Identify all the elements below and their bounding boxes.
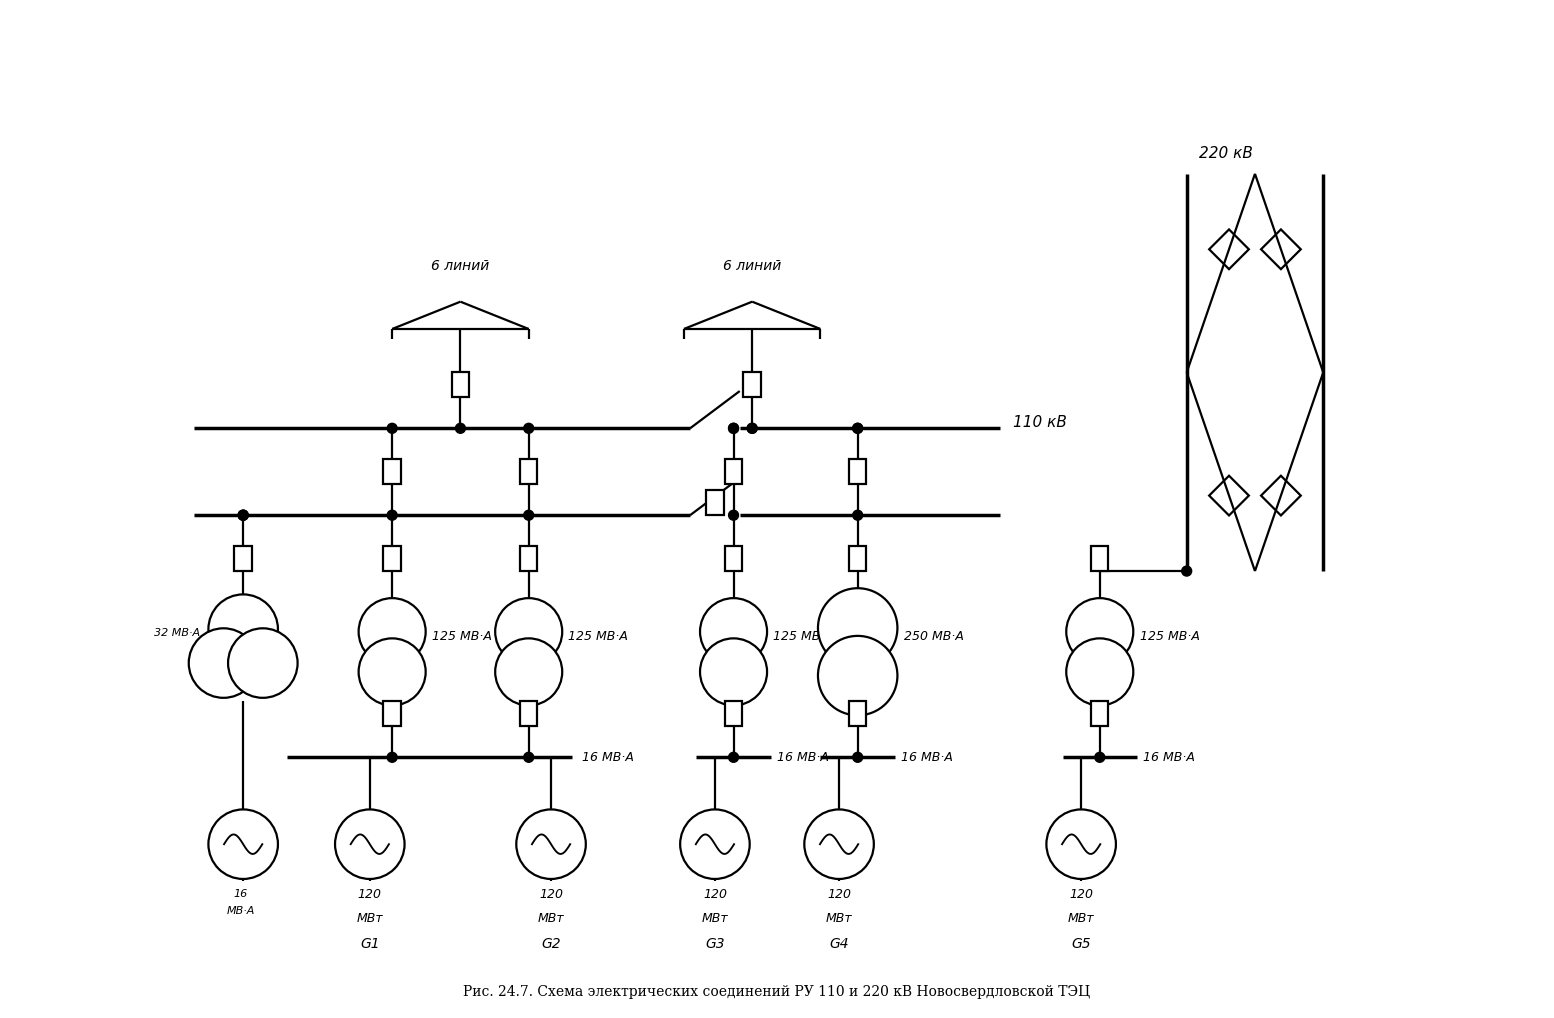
Circle shape: [1096, 752, 1105, 762]
Bar: [724, 547, 743, 571]
Text: G3: G3: [706, 938, 724, 951]
Text: G4: G4: [830, 938, 848, 951]
Text: 125 МВ·А: 125 МВ·А: [1139, 630, 1200, 643]
Circle shape: [208, 595, 278, 664]
Bar: [848, 547, 867, 571]
Circle shape: [359, 638, 426, 705]
Text: 120: 120: [702, 888, 727, 901]
Circle shape: [228, 628, 297, 697]
Circle shape: [805, 809, 873, 879]
Text: МВт: МВт: [356, 912, 384, 925]
Circle shape: [387, 423, 398, 434]
Bar: [384, 459, 401, 485]
Circle shape: [729, 423, 738, 434]
Bar: [235, 547, 252, 571]
Bar: [724, 701, 743, 726]
Circle shape: [524, 752, 533, 762]
Circle shape: [516, 809, 586, 879]
Text: МВт: МВт: [538, 912, 564, 925]
Text: 110 кВ: 110 кВ: [1013, 414, 1066, 430]
Text: G2: G2: [541, 938, 561, 951]
Text: 6 линий: 6 линий: [432, 260, 490, 273]
Circle shape: [387, 752, 398, 762]
Text: 16 МВ·А: 16 МВ·А: [583, 751, 634, 764]
Bar: [743, 373, 761, 397]
Circle shape: [238, 510, 249, 520]
Circle shape: [853, 752, 862, 762]
Bar: [1091, 701, 1108, 726]
Circle shape: [747, 423, 757, 434]
Circle shape: [853, 423, 862, 434]
Text: G1: G1: [361, 938, 379, 951]
Text: 16 МВ·А: 16 МВ·А: [901, 751, 953, 764]
Circle shape: [496, 638, 563, 705]
Bar: [452, 373, 469, 397]
Circle shape: [1066, 599, 1133, 665]
Circle shape: [1066, 638, 1133, 705]
Text: МВт: МВт: [1068, 912, 1094, 925]
Text: 16 МВ·А: 16 МВ·А: [1144, 751, 1195, 764]
Circle shape: [524, 510, 533, 520]
Bar: [384, 701, 401, 726]
Bar: [724, 459, 743, 485]
Circle shape: [336, 809, 404, 879]
Circle shape: [729, 510, 738, 520]
Text: G5: G5: [1071, 938, 1091, 951]
Bar: [1091, 547, 1108, 571]
Text: 16: 16: [233, 889, 247, 899]
Circle shape: [208, 809, 278, 879]
Circle shape: [699, 638, 768, 705]
Text: 125 МВ·А: 125 МВ·А: [569, 630, 628, 643]
Text: 250 МВ·А: 250 МВ·А: [903, 630, 963, 643]
Circle shape: [359, 599, 426, 665]
Bar: [521, 701, 538, 726]
Circle shape: [455, 423, 465, 434]
Circle shape: [817, 588, 897, 668]
Bar: [521, 459, 538, 485]
Circle shape: [817, 636, 897, 716]
Circle shape: [853, 510, 862, 520]
Text: МВт: МВт: [701, 912, 729, 925]
Text: 120: 120: [1069, 888, 1092, 901]
Bar: [848, 701, 867, 726]
Text: 120: 120: [827, 888, 852, 901]
Text: 220 кВ: 220 кВ: [1200, 147, 1253, 162]
Circle shape: [387, 510, 398, 520]
Circle shape: [747, 423, 757, 434]
Circle shape: [1181, 566, 1192, 576]
Circle shape: [238, 510, 249, 520]
Text: 120: 120: [357, 888, 382, 901]
Circle shape: [524, 423, 533, 434]
Circle shape: [699, 599, 768, 665]
Text: МВт: МВт: [825, 912, 853, 925]
Text: 16 МВ·А: 16 МВ·А: [777, 751, 828, 764]
Circle shape: [681, 809, 749, 879]
Bar: [521, 547, 538, 571]
Circle shape: [496, 599, 563, 665]
Circle shape: [729, 752, 738, 762]
Text: 120: 120: [539, 888, 563, 901]
Text: 6 линий: 6 линий: [723, 260, 782, 273]
Bar: [706, 491, 724, 515]
Text: 125 МВ·А: 125 МВ·А: [774, 630, 833, 643]
Bar: [384, 547, 401, 571]
Bar: [848, 459, 867, 485]
Circle shape: [1046, 809, 1116, 879]
Text: МВ·А: МВ·А: [227, 906, 255, 916]
Text: 32 МВ·А: 32 МВ·А: [154, 628, 200, 638]
Circle shape: [188, 628, 258, 697]
Text: Рис. 24.7. Схема электрических соединений РУ 110 и 220 кВ Новосвердловской ТЭЦ: Рис. 24.7. Схема электрических соединени…: [463, 985, 1091, 1000]
Circle shape: [729, 423, 738, 434]
Circle shape: [238, 510, 249, 520]
Text: 125 МВ·А: 125 МВ·А: [432, 630, 491, 643]
Circle shape: [853, 423, 862, 434]
